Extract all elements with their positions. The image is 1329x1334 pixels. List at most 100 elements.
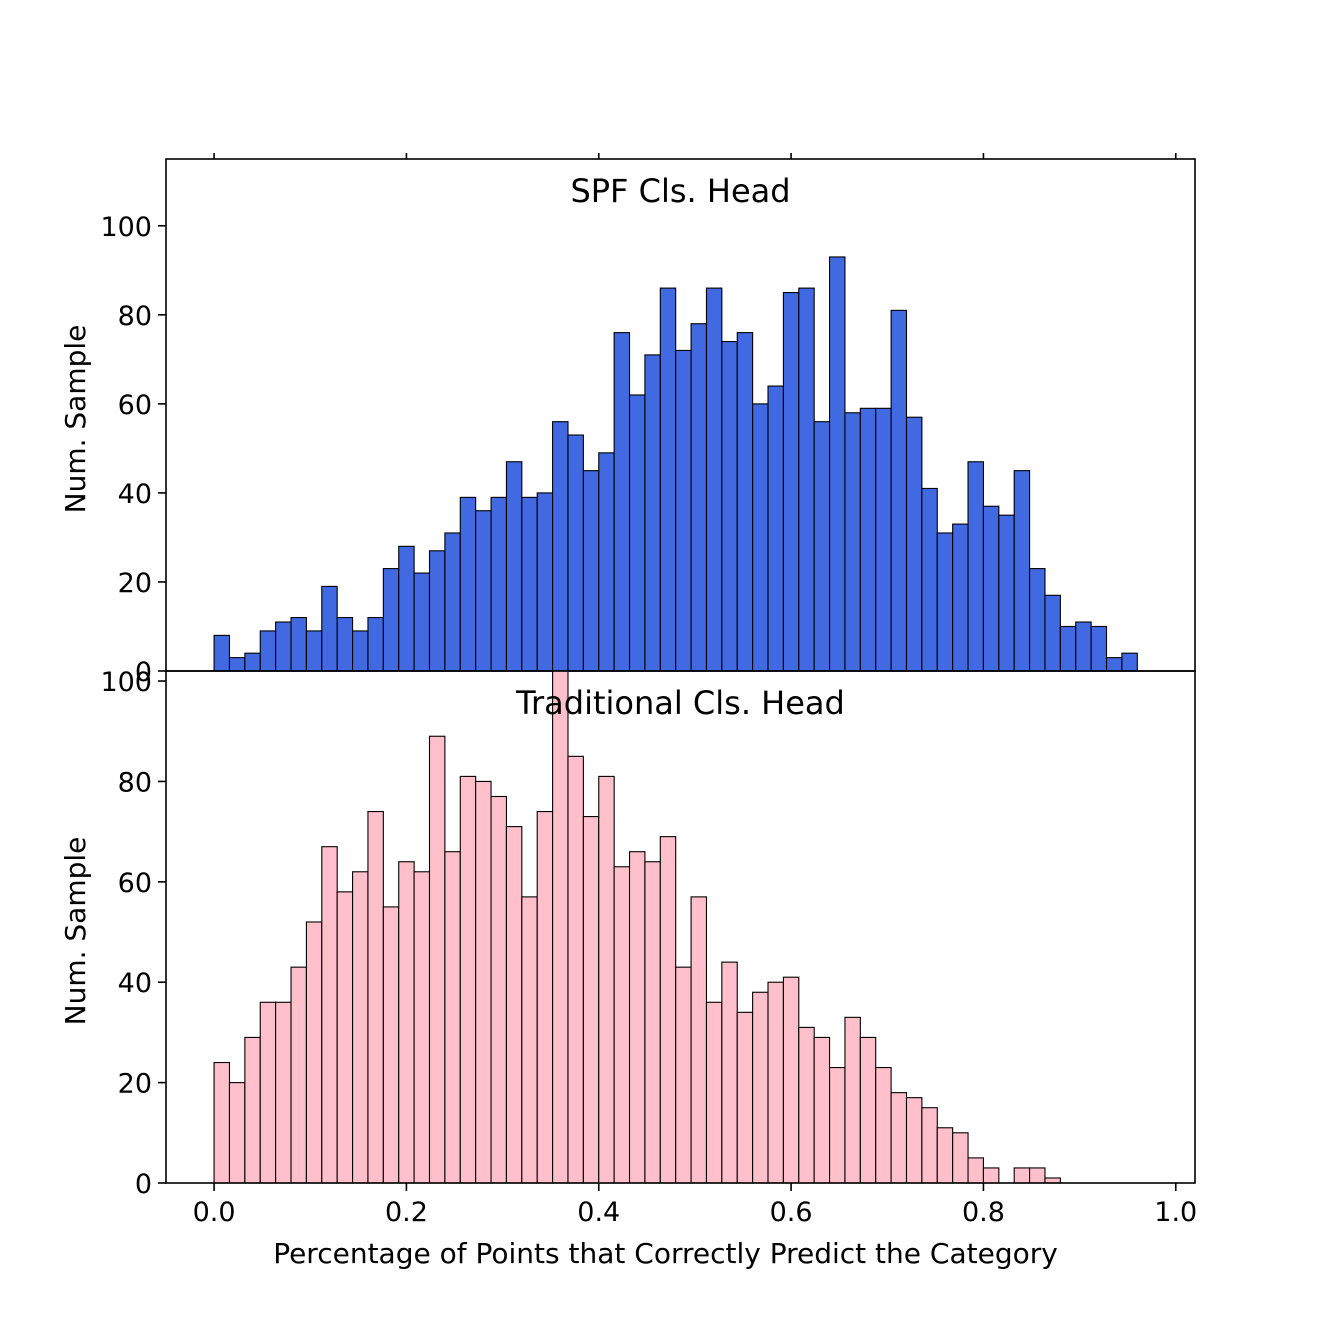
histogram-bar <box>475 510 492 672</box>
x-tick-label: 0.2 <box>385 1197 428 1228</box>
histogram-bar <box>1029 1167 1046 1184</box>
histogram-bar <box>490 795 507 1184</box>
histogram-bar <box>567 755 584 1184</box>
histogram-bar <box>428 550 446 672</box>
histogram-bar <box>536 492 554 672</box>
histogram-bar <box>598 775 615 1184</box>
x-tick-label: 0.0 <box>193 1197 236 1228</box>
histogram-bar <box>644 861 661 1184</box>
histogram-bar <box>982 505 1000 672</box>
histogram-bar <box>1044 594 1061 672</box>
histogram-bar <box>521 496 538 672</box>
histogram-bar <box>244 652 261 672</box>
histogram-bar <box>505 826 523 1184</box>
histogram-bar <box>321 585 338 672</box>
x-tick-label: 0.6 <box>770 1197 813 1228</box>
histogram-bar <box>705 1001 723 1184</box>
histogram-bar <box>536 810 554 1184</box>
histogram-bar <box>582 470 600 672</box>
histogram-bar <box>782 292 800 672</box>
histogram-bar <box>444 532 461 672</box>
histogram-bar <box>721 340 738 672</box>
histogram-bar <box>813 421 831 672</box>
histogram-bar <box>275 1001 292 1184</box>
histogram-bar <box>875 1067 892 1184</box>
histogram-bar <box>352 871 369 1184</box>
y-tick-label: 100 <box>100 667 152 698</box>
histogram-bar <box>228 657 246 672</box>
panel-title-traditional: Traditional Cls. Head <box>515 684 845 722</box>
axes-frame-traditional <box>165 670 1196 1184</box>
histogram-bar <box>259 630 277 672</box>
histogram-bar <box>921 1107 938 1184</box>
histogram-bar <box>444 851 461 1184</box>
y-tick-label: 20 <box>118 1069 152 1100</box>
histogram-bar <box>844 1016 861 1184</box>
histogram-bar <box>767 385 784 672</box>
histogram-bar <box>336 617 354 672</box>
histogram-bar <box>875 407 892 672</box>
x-tick-label: 0.4 <box>577 1197 620 1228</box>
histogram-bar <box>1105 657 1123 672</box>
histogram-bar <box>1029 568 1046 672</box>
histogram-bar <box>336 891 354 1184</box>
y-axis-label-spf: Num. Sample <box>59 325 92 514</box>
histogram-bar <box>952 523 969 672</box>
histogram-bar <box>613 332 631 672</box>
histogram-bar <box>921 487 938 672</box>
histogram-bar <box>367 810 384 1184</box>
histogram-bar <box>367 617 384 672</box>
histogram-bar <box>552 670 569 1184</box>
histogram-bar <box>413 572 431 672</box>
histogram-bar <box>982 1167 1000 1184</box>
histogram-bar <box>490 496 507 672</box>
histogram-bar <box>552 421 569 672</box>
histogram-bar <box>1090 625 1108 672</box>
histogram-bar <box>798 287 815 672</box>
histogram-bar <box>721 961 738 1184</box>
y-tick-label: 80 <box>118 301 152 332</box>
histogram-bar <box>736 332 754 672</box>
y-tick-label: 100 <box>100 212 152 243</box>
histogram-bar <box>798 1026 815 1184</box>
histogram-bar <box>998 514 1015 672</box>
histogram-bar <box>228 1082 246 1184</box>
histogram-bar <box>290 966 307 1184</box>
histogram-bar <box>382 568 400 672</box>
histogram-bar <box>675 966 692 1184</box>
histogram-bar <box>213 634 231 672</box>
histogram-bar <box>952 1132 969 1184</box>
histogram-bar <box>1059 625 1077 672</box>
histogram-bar <box>1121 652 1138 672</box>
histogram-bar <box>567 434 584 672</box>
histogram-bar <box>736 1011 754 1184</box>
histogram-bar <box>398 545 415 672</box>
histogram-bar <box>690 323 708 672</box>
histogram-bar <box>829 256 846 672</box>
histogram-bar <box>752 991 769 1184</box>
y-tick-label: 60 <box>118 390 152 421</box>
histogram-bar <box>413 871 431 1184</box>
histogram-bar <box>213 1061 231 1184</box>
histogram-bar <box>659 836 677 1184</box>
histogram-bar <box>259 1001 277 1184</box>
y-ticks-spf: 0 20 40 60 80 100 <box>100 212 166 688</box>
x-ticks-spf <box>213 153 1177 159</box>
y-tick-label: 80 <box>118 767 152 798</box>
histogram-bar <box>659 287 677 672</box>
histogram-bar <box>890 309 908 672</box>
histogram-bar <box>844 412 861 672</box>
histogram-bar <box>290 617 307 672</box>
histogram-bar <box>782 976 800 1184</box>
histogram-bar <box>382 906 400 1184</box>
histogram-bar <box>675 349 692 672</box>
x-tick-label: 0.8 <box>962 1197 1005 1228</box>
histogram-bar <box>890 1092 908 1184</box>
x-tick-label: 1.0 <box>1154 1197 1197 1228</box>
histogram-bar <box>598 452 615 672</box>
histogram-bar <box>352 630 369 672</box>
histogram-bar <box>1075 621 1092 672</box>
histogram-bar <box>1013 470 1031 672</box>
histogram-bar <box>905 1097 923 1184</box>
